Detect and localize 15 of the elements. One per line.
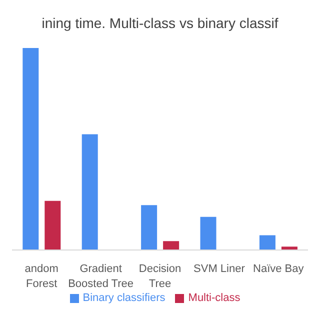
bar <box>141 205 158 250</box>
bar <box>259 235 276 250</box>
bar <box>82 134 98 250</box>
legend-label: Binary classifiers <box>82 292 166 304</box>
legend-label: Multi-class <box>188 292 240 304</box>
bar <box>44 200 61 250</box>
x-tick-label: Gradient Boosted Tree <box>68 263 134 290</box>
x-tick-label: andom Forest <box>24 263 58 290</box>
bar <box>22 48 39 250</box>
bar <box>163 241 180 250</box>
x-tick-label: SVM Liner <box>194 263 246 275</box>
bar <box>200 216 216 250</box>
x-tick-label: Decision Tree <box>138 263 182 290</box>
x-tick-label: Naïve Bay <box>253 263 304 275</box>
chart-title: ining time. Multi-class vs binary classif <box>40 14 280 33</box>
